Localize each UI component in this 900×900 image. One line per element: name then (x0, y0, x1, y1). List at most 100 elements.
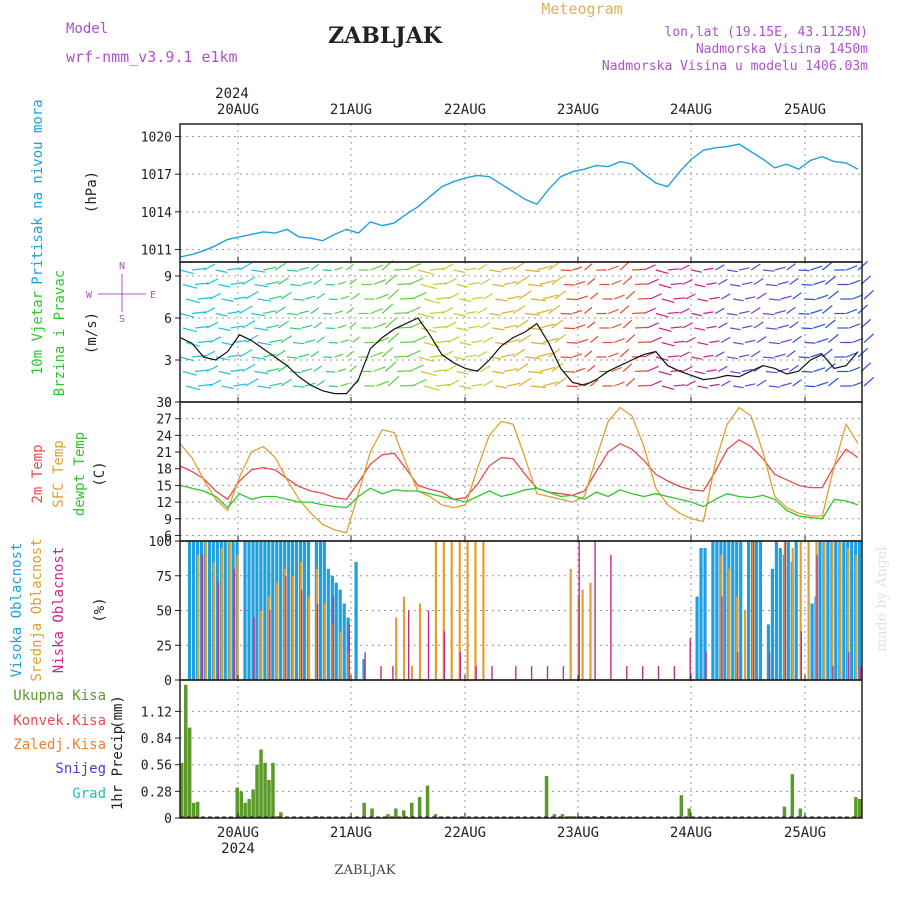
wind-barb (316, 336, 326, 343)
precip-bar (251, 789, 255, 818)
wind-barb (233, 339, 247, 344)
wind-barb (435, 383, 451, 387)
wind-barb (429, 354, 445, 358)
low-cloud-bar (800, 631, 802, 680)
mid-cloud-bar (212, 561, 215, 680)
wind-barb (551, 362, 564, 372)
mid-cloud-bar (839, 541, 842, 680)
wind-barb (703, 354, 714, 358)
wind-barb (280, 378, 292, 387)
x-tick-label-bottom: 25AUG (784, 825, 826, 841)
wind-barb (530, 385, 546, 389)
precip-bar (679, 795, 684, 818)
low-cloud-bar (443, 631, 446, 680)
precip-bar (402, 810, 406, 818)
meteogram-label: Meteogram (541, 0, 622, 18)
wind-barb (179, 312, 195, 318)
wind-barb (370, 264, 384, 271)
wind-barb (816, 381, 829, 387)
wind-barb (507, 382, 521, 387)
wind-barb (197, 340, 212, 344)
wind-barb (649, 380, 662, 387)
wind-barb (206, 278, 219, 286)
wind-barb (489, 269, 502, 273)
precip-bar (195, 801, 200, 818)
high-cloud-bar (263, 541, 267, 680)
wind-barb (801, 327, 813, 330)
panel-frame (179, 679, 863, 819)
wind-barb (257, 341, 272, 346)
wind-barb (631, 312, 645, 315)
mid-cloud-bar (395, 617, 398, 680)
wind-barb (694, 283, 706, 288)
wind-barb (313, 321, 323, 329)
y-tick-label: 0.84 (141, 732, 172, 747)
wind-barb (420, 370, 437, 377)
wind-barb (619, 348, 630, 358)
wind-barb (257, 298, 272, 302)
wind-barb (824, 363, 836, 372)
x-tick-label-top: 25AUG (784, 102, 826, 118)
low-cloud-bar (515, 666, 517, 680)
wind-barb (673, 297, 686, 300)
wind-barb (215, 312, 228, 317)
wind-barb (646, 278, 659, 286)
wind-barb (432, 325, 448, 329)
wind-barb (477, 263, 488, 271)
wind-barb (572, 353, 583, 358)
precip-bar (184, 684, 188, 818)
wind-barb (405, 306, 421, 315)
wind-barb (289, 283, 302, 287)
wind-barb (337, 368, 347, 373)
wind-barb (441, 263, 454, 271)
wind-barb (387, 288, 400, 300)
wind-barb (857, 347, 869, 358)
wind-barb (527, 283, 543, 287)
mid-cloud-bar (442, 541, 445, 680)
wind-barb (762, 269, 775, 272)
wind-barb (328, 385, 338, 388)
wind-barb (263, 266, 277, 271)
wind-barb (325, 370, 335, 373)
wind-barb (251, 356, 266, 360)
wind-barb (346, 350, 354, 358)
wind-barb (340, 382, 350, 387)
wind-barb (714, 351, 725, 358)
wind-barb (381, 303, 394, 314)
wind-barb (387, 375, 400, 387)
wind-barb (694, 327, 706, 331)
wind-barb (539, 366, 556, 373)
low-cloud-bar (475, 666, 477, 680)
wind-barb (539, 323, 556, 329)
wind-barb (762, 356, 775, 359)
wind-barb (551, 275, 564, 285)
wind-barb (827, 334, 839, 343)
wind-barb (239, 305, 253, 315)
wind-labels: 10m Vjetar Brzina i Pravac (m/s) N S E W (30, 261, 156, 396)
wind-barb (682, 365, 693, 373)
wind-barb (554, 377, 567, 387)
wind-barb (560, 312, 573, 315)
wind-barb (524, 312, 540, 316)
pressure-ylabel: Pritisak na nivou mora (30, 99, 46, 284)
mid-cloud-bar (799, 541, 802, 680)
wind-barb (733, 385, 744, 389)
wind-barb (230, 368, 244, 373)
temp-ylabel3: dewpt Temp (72, 432, 88, 516)
legend-total: Ukupna Kisa (13, 688, 106, 704)
mid-cloud-bar (260, 610, 263, 680)
x-tick-label-bottom: 20AUG (217, 825, 259, 841)
y-tick-label: 0 (164, 674, 172, 689)
wind-barb (512, 261, 526, 271)
wind-barb (789, 364, 799, 372)
wind-ylabel: 10m Vjetar (30, 291, 46, 375)
temp-labels: 2m Temp SFC Temp dewpt Temp (C) (30, 432, 108, 516)
low-cloud-bar (491, 666, 493, 680)
wind-barb (542, 381, 559, 387)
wind-barb (370, 308, 384, 315)
high-cloud-bar (287, 541, 291, 680)
legend-frozen: Zaledj.Kisa (13, 737, 106, 753)
y-tick-label: 0 (164, 812, 172, 827)
high-cloud-bar (255, 541, 259, 680)
low-cloud-bar (848, 652, 850, 680)
